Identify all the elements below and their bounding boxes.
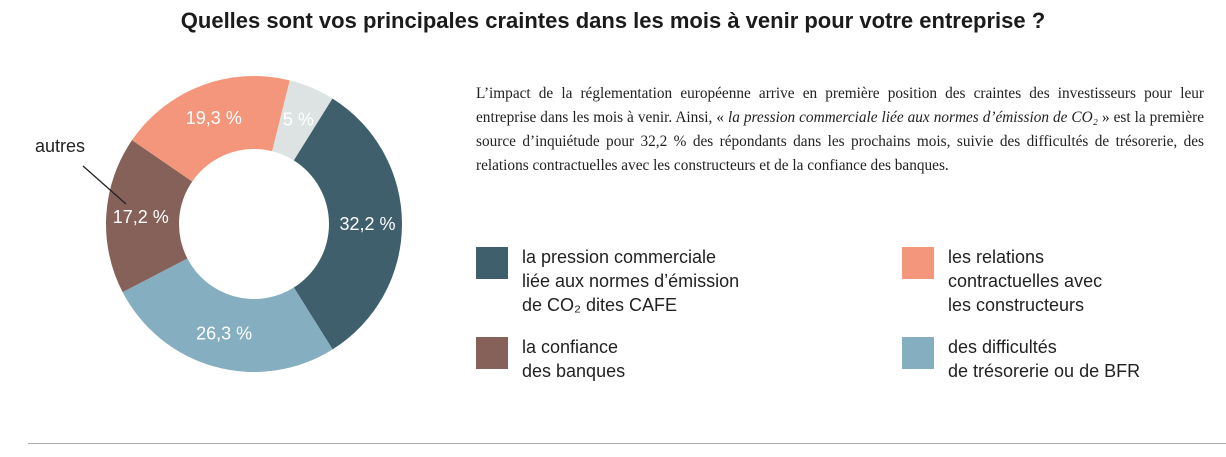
slice-value-label: 26,3 % [196, 323, 252, 343]
donut-slice [293, 98, 403, 350]
legend-swatch [476, 247, 508, 279]
donut-slices [106, 76, 403, 372]
legend-label: les relations contractuelles avec les co… [948, 247, 1103, 315]
bottom-divider [28, 443, 1226, 444]
donut-slice [122, 258, 333, 372]
autres-callout-label: autres [35, 136, 85, 156]
legend-label: des difficultés de trésorerie ou de BFR [948, 337, 1141, 381]
legend-item-tresorerie: des difficultés de trésorerie ou de BFR [902, 335, 1140, 383]
legend-item-confiance: la confiance des banques [476, 335, 625, 383]
legend-item-pression: la pression commerciale liée aux normes … [476, 245, 739, 317]
slice-value-label: 19,3 % [186, 108, 242, 128]
legend-swatch [902, 247, 934, 279]
autres-callout-line [82, 165, 127, 205]
legend-item-relations: les relations contractuelles avec les co… [902, 245, 1102, 317]
description-paragraph: L’impact de la réglementation européenne… [476, 82, 1204, 178]
legend-swatch [476, 337, 508, 369]
slice-value-label: 5 % [283, 110, 314, 130]
legend-label: la pression commerciale liée aux normes … [522, 247, 740, 315]
description-quote: la pression commerciale liée aux normes … [727, 109, 1098, 126]
slice-value-label: 17,2 % [113, 207, 169, 227]
slice-value-label: 32,2 % [339, 214, 395, 234]
slice-labels: 32,2 % 26,3 % 17,2 % 19,3 % 5 % [113, 108, 396, 344]
donut-slice [272, 80, 333, 161]
donut-slice [106, 140, 193, 293]
donut-chart: autres 32,2 % 26,3 % 17,2 % 19,3 % 5 % [35, 76, 403, 372]
description-text-before: L’impact de la réglementation européenne… [476, 85, 1204, 126]
chart-title: Quelles sont vos principales craintes da… [180, 8, 1046, 33]
donut-slice [132, 76, 290, 182]
description-text-after: » est la première source d’inquiétude po… [476, 109, 1204, 174]
legend-label: la confiance des banques [522, 337, 626, 381]
legend-swatch [902, 337, 934, 369]
